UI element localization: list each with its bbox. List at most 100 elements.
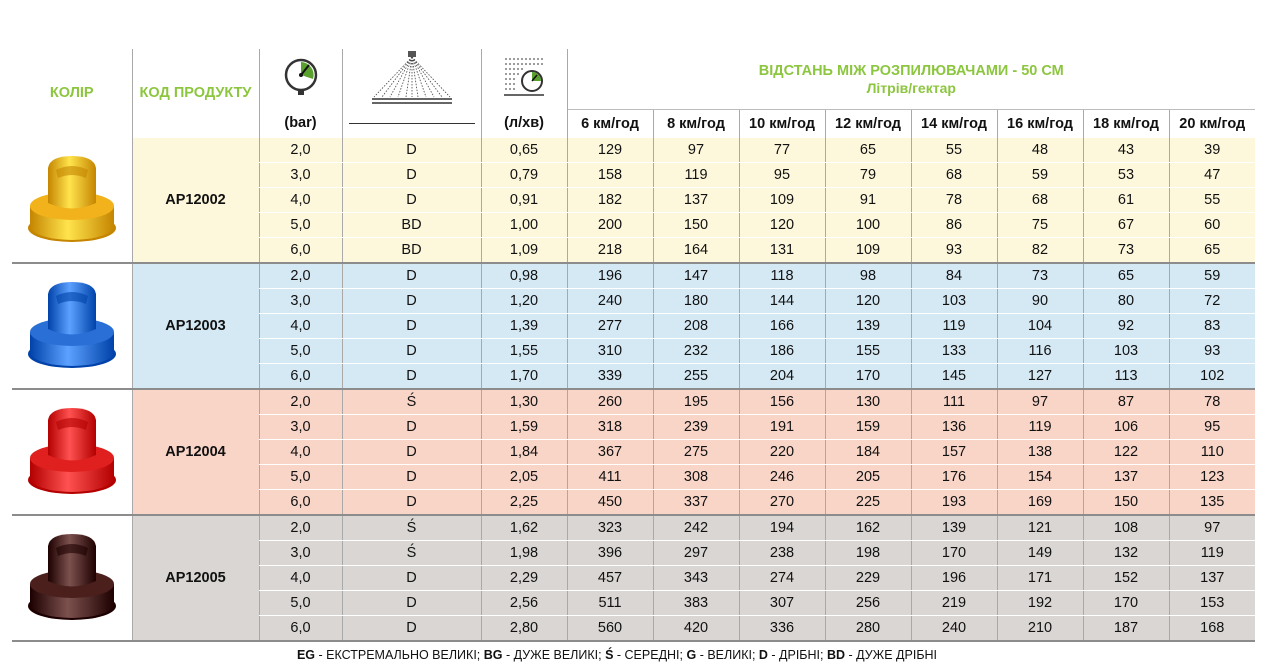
rate-cell: 147 <box>652 262 739 289</box>
rate-cell: 67 <box>1082 212 1169 238</box>
rate-cell: 78 <box>910 187 997 213</box>
rate-cell: 129 <box>566 137 653 163</box>
rate-cell: 119 <box>910 313 997 339</box>
rate-cell: 109 <box>738 187 825 213</box>
flow-cell: 2,80 <box>480 615 567 642</box>
pressure-cell: 6,0 <box>258 615 342 642</box>
rate-cell: 208 <box>652 313 739 339</box>
rate-cell: 166 <box>738 313 825 339</box>
table-row: AP12002 2,0 D 0,65 129 97 77 65 55 48 43 39 <box>12 137 1255 264</box>
nozzle-cell <box>12 388 132 516</box>
rate-cell: 61 <box>1082 187 1169 213</box>
nozzle-image <box>27 533 116 620</box>
droplet-cell: BD <box>341 237 481 264</box>
rate-cell: 170 <box>1082 590 1169 616</box>
rate-cell: 182 <box>566 187 653 213</box>
legend-text: - ДУЖЕ ВЕЛИКІ; <box>502 648 606 662</box>
rate-cell: 144 <box>738 288 825 314</box>
product-code: AP12004 <box>131 388 259 516</box>
legend-text: - ЕКСТРЕМАЛЬНО ВЕЛИКІ; <box>315 648 484 662</box>
pressure-cell: 2,0 <box>258 388 342 415</box>
flow-cell: 2,29 <box>480 565 567 591</box>
pressure-header <box>258 49 342 109</box>
flow-cell: 0,79 <box>480 162 567 188</box>
rate-cell: 150 <box>1082 489 1169 516</box>
rate-cell: 308 <box>652 464 739 490</box>
rate-cell: 239 <box>652 414 739 440</box>
rate-cell: 55 <box>1168 187 1255 213</box>
rate-cell: 318 <box>566 414 653 440</box>
rate-cell: 274 <box>738 565 825 591</box>
rate-cell: 79 <box>824 162 911 188</box>
flow-cell: 1,09 <box>480 237 567 264</box>
rate-cell: 111 <box>910 388 997 415</box>
rate-cell: 120 <box>738 212 825 238</box>
rate-cell: 73 <box>1082 237 1169 264</box>
nozzle-table: КОЛІР КОД ПРОДУКТУ <box>12 49 1255 642</box>
rate-cell: 297 <box>652 540 739 566</box>
pressure-cell: 3,0 <box>258 288 342 314</box>
legend-abbr: Ś <box>605 648 614 662</box>
legend-text: - ДУЖЕ ДРІБНІ <box>845 648 938 662</box>
rate-cell: 53 <box>1082 162 1169 188</box>
rate-cell: 169 <box>996 489 1083 516</box>
table-row: 4,0 D 1,39 277 208 166 139 119 104 92 83 <box>12 313 1255 339</box>
rate-cell: 92 <box>1082 313 1169 339</box>
nozzle-image <box>27 407 116 494</box>
rate-cell: 218 <box>566 237 653 264</box>
rate-cell: 186 <box>738 338 825 364</box>
rate-cell: 68 <box>910 162 997 188</box>
rate-cell: 100 <box>824 212 911 238</box>
flow-meter-icon <box>504 58 544 96</box>
rate-cell: 78 <box>1168 388 1255 415</box>
droplet-cell: D <box>341 313 481 339</box>
flow-header <box>480 49 567 109</box>
droplet-cell: D <box>341 338 481 364</box>
speed-header: 12 км/год <box>824 108 911 138</box>
nozzle-cell <box>12 137 132 264</box>
rate-cell: 457 <box>566 565 653 591</box>
rate-cell: 164 <box>652 237 739 264</box>
product-code: AP12003 <box>131 262 259 390</box>
table-row: 3,0 D 0,79 158 119 95 79 68 59 53 47 <box>12 162 1255 188</box>
rate-cell: 168 <box>1168 615 1255 642</box>
droplet-cell: D <box>341 464 481 490</box>
distance-header: ВІДСТАНЬ МІЖ РОЗПИЛЮВАЧАМИ - 50 СМ Літрі… <box>566 49 1255 109</box>
rate-cell: 84 <box>910 262 997 289</box>
rate-cell: 108 <box>1082 514 1169 541</box>
rate-cell: 136 <box>910 414 997 440</box>
flow-cell: 1,62 <box>480 514 567 541</box>
rate-cell: 156 <box>738 388 825 415</box>
table-row: 6,0 D 2,80 560 420 336 280 240 210 187 168 <box>12 615 1255 642</box>
legend-abbr: EG <box>296 648 316 662</box>
spray-header <box>341 49 481 109</box>
flow-cell: 1,98 <box>480 540 567 566</box>
rate-cell: 121 <box>996 514 1083 541</box>
speed-header: 10 км/год <box>738 108 825 138</box>
rate-cell: 246 <box>738 464 825 490</box>
pressure-cell: 2,0 <box>258 137 342 163</box>
rate-cell: 48 <box>996 137 1083 163</box>
speed-header: 6 км/год <box>566 108 653 138</box>
rate-cell: 198 <box>824 540 911 566</box>
rate-cell: 560 <box>566 615 653 642</box>
pressure-cell: 3,0 <box>258 414 342 440</box>
rate-cell: 47 <box>1168 162 1255 188</box>
pressure-unit: (bar) <box>258 109 342 138</box>
pressure-cell: 5,0 <box>258 212 342 238</box>
legend-abbr: BG <box>483 648 503 662</box>
rate-cell: 194 <box>738 514 825 541</box>
table-row: AP12005 2,0 Ś 1,62 323 242 194 162 139 121 108 97 <box>12 514 1255 642</box>
rate-cell: 135 <box>1168 489 1255 516</box>
rate-cell: 110 <box>1168 439 1255 465</box>
flow-cell: 2,05 <box>480 464 567 490</box>
pressure-cell: 6,0 <box>258 237 342 264</box>
rate-cell: 93 <box>1168 338 1255 364</box>
rate-cell: 196 <box>910 565 997 591</box>
rate-cell: 187 <box>1082 615 1169 642</box>
pressure-cell: 5,0 <box>258 464 342 490</box>
pressure-cell: 4,0 <box>258 439 342 465</box>
rate-cell: 87 <box>1082 388 1169 415</box>
rate-cell: 149 <box>996 540 1083 566</box>
rate-cell: 176 <box>910 464 997 490</box>
